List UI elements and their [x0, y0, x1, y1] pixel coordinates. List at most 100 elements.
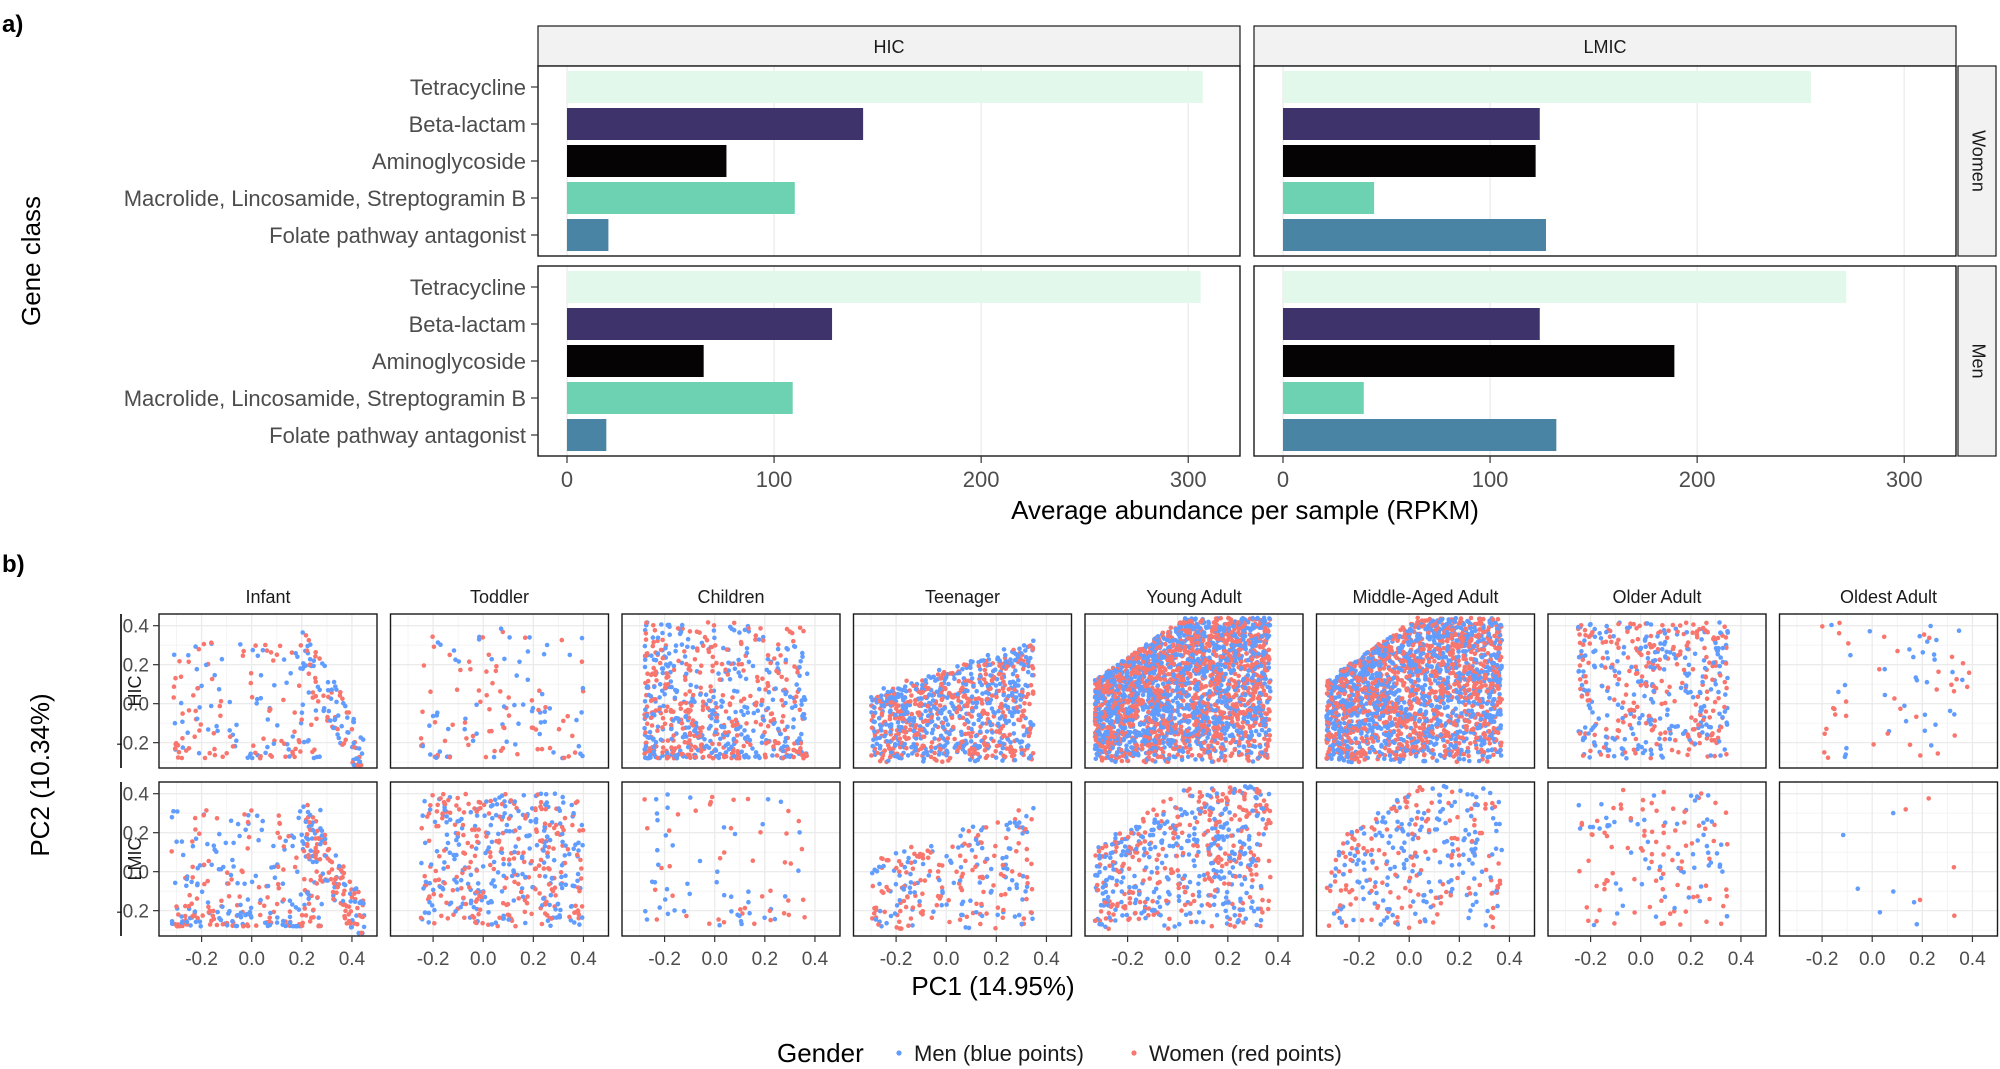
scatter-point — [650, 671, 655, 676]
scatter-point — [319, 901, 325, 907]
scatter-point — [171, 695, 176, 700]
scatter-point — [223, 840, 229, 846]
scatter-point — [979, 845, 985, 851]
scatter-point — [207, 922, 213, 927]
scatter-point — [798, 746, 803, 751]
scatter-point — [693, 727, 698, 732]
scatter-point — [707, 921, 712, 926]
scatter-point — [516, 881, 521, 887]
scatter-point — [925, 703, 930, 709]
scatter-point — [754, 674, 760, 680]
scatter-point — [248, 671, 254, 676]
scatter-point — [313, 836, 318, 841]
scatter-point — [315, 684, 321, 690]
scatter-point — [559, 637, 565, 643]
scatter-point — [281, 867, 286, 872]
scatter-point — [958, 833, 963, 839]
scatter-point — [506, 917, 511, 922]
scatter-point — [907, 688, 912, 693]
scatter-point — [420, 813, 426, 818]
scatter-point — [437, 749, 443, 754]
scatter-point — [732, 831, 738, 837]
scatter-point — [502, 656, 507, 662]
facet-label-children: Children — [697, 587, 764, 607]
scatter-point — [336, 863, 342, 869]
scatter-point — [219, 656, 225, 662]
scatter-point — [576, 915, 581, 921]
scatter-point — [690, 723, 696, 728]
scatter-point — [683, 692, 688, 697]
scatter-point — [1028, 910, 1034, 915]
scatter-point — [428, 689, 433, 694]
scatter-point — [466, 742, 471, 748]
scatter-point — [1020, 897, 1025, 902]
scatter-point — [1025, 880, 1030, 886]
scatter-point — [355, 905, 360, 911]
scatter-point — [444, 900, 449, 906]
scatter-point — [784, 677, 789, 682]
scatter-point — [697, 858, 703, 864]
scatter-point — [306, 855, 311, 860]
scatter-point — [287, 898, 293, 903]
scatter-point — [664, 756, 670, 761]
scatter-point — [559, 885, 565, 891]
scatter-point — [456, 842, 462, 847]
scatter-point — [733, 717, 739, 723]
scatter-point — [483, 850, 488, 856]
scatter-point — [643, 707, 648, 712]
scatter-point — [956, 745, 962, 751]
scatter-point — [180, 711, 185, 716]
scatter-point — [739, 708, 744, 714]
scatter-point — [932, 756, 937, 762]
scatter-point — [758, 722, 764, 727]
scatter-point — [419, 860, 424, 866]
scatter-point — [572, 883, 577, 889]
scatter-point — [703, 692, 709, 697]
scatter-point — [896, 694, 901, 700]
scatter-point — [786, 912, 792, 918]
scatter-point — [692, 657, 698, 662]
scatter-point — [352, 745, 357, 750]
scatter-point — [763, 687, 768, 692]
scatter-point — [361, 901, 366, 906]
scatter-point — [936, 737, 942, 742]
scatter-point — [642, 664, 648, 670]
scatter-point — [547, 706, 553, 711]
scatter-point — [998, 726, 1004, 731]
scatter-point — [430, 634, 435, 639]
scatter-point — [440, 815, 445, 821]
scatter-point — [879, 693, 884, 698]
scatter-point — [1024, 884, 1030, 890]
scatter-point — [474, 897, 480, 902]
scatter-point — [667, 632, 672, 637]
scatter-point — [651, 736, 656, 741]
scatter-point — [917, 899, 922, 904]
scatter-point — [955, 664, 960, 669]
scatter-point — [914, 752, 920, 758]
scatter-point — [274, 652, 280, 657]
scatter-point — [935, 672, 941, 677]
scatter-point — [961, 694, 966, 699]
scatter-point — [730, 695, 735, 700]
scatter-point — [433, 878, 438, 883]
scatter-point — [791, 644, 797, 649]
scatter-point — [268, 752, 273, 758]
scatter-point — [465, 881, 471, 887]
scatter-point — [217, 703, 223, 709]
scatter-point — [1007, 820, 1013, 825]
scatter-point — [904, 678, 909, 684]
scatter-point — [171, 652, 177, 658]
y-tick-label: Folate pathway antagonist — [269, 223, 526, 248]
scatter-point — [520, 702, 526, 707]
scatter-point — [741, 712, 746, 718]
scatter-point — [908, 871, 913, 877]
scatter-point — [529, 858, 535, 864]
scatter-point — [445, 864, 451, 870]
scatter-point — [654, 811, 660, 816]
scatter-point — [797, 625, 803, 631]
scatter-point — [545, 918, 551, 924]
scatter-point — [1008, 657, 1013, 662]
scatter-point — [962, 750, 968, 755]
scatter-point — [909, 744, 914, 750]
scatter-panel-teenager-lmic — [852, 781, 1073, 937]
